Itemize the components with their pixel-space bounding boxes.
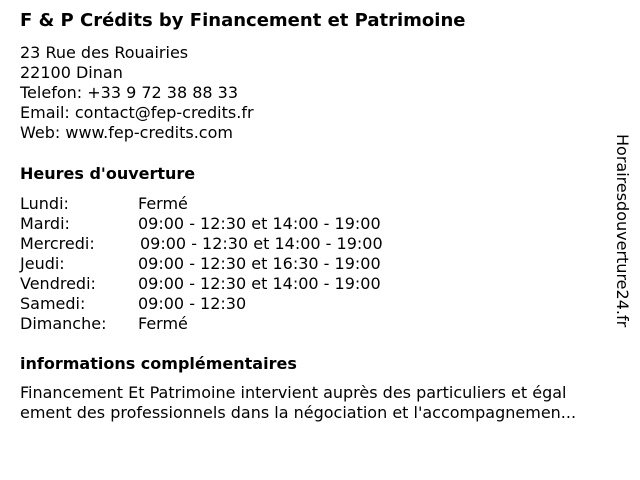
address-city: 22100 Dinan [20, 63, 123, 82]
hours-row: Jeudi: 09:00 - 12:30 et 16:30 - 19:00 [20, 254, 381, 274]
website: Web: www.fep-credits.com [20, 123, 233, 142]
hours-row: Mardi: 09:00 - 12:30 et 14:00 - 19:00 [20, 214, 381, 234]
hours-row: Vendredi: 09:00 - 12:30 et 14:00 - 19:00 [20, 274, 381, 294]
hours-heading: Heures d'ouverture [20, 164, 196, 183]
hours-row: Dimanche: Fermé [20, 314, 188, 334]
day: Vendredi: [20, 274, 96, 293]
hours-row: Samedi: 09:00 - 12:30 [20, 294, 246, 314]
description-line: ement des professionnels dans la négocia… [20, 403, 577, 422]
time: 09:00 - 12:30 [138, 294, 247, 313]
address-street: 23 Rue des Rouairies [20, 43, 189, 62]
hours-row: Mercredi: 09:00 - 12:30 et 14:00 - 19:00 [20, 234, 383, 254]
time: Fermé [138, 314, 188, 333]
time: Fermé [138, 194, 188, 213]
day: Jeudi: [20, 254, 65, 273]
page-title: F & P Crédits by Financement et Patrimoi… [20, 10, 466, 31]
time: 09:00 - 12:30 et 14:00 - 19:00 [140, 234, 383, 253]
time: 09:00 - 12:30 et 14:00 - 19:00 [138, 214, 381, 233]
day: Mercredi: [20, 234, 95, 253]
time: 09:00 - 12:30 et 14:00 - 19:00 [138, 274, 381, 293]
info-heading: informations complémentaires [20, 354, 297, 373]
watermark: Horairesdouverture24.fr [613, 134, 632, 328]
time: 09:00 - 12:30 et 16:30 - 19:00 [138, 254, 381, 273]
day: Mardi: [20, 214, 70, 233]
phone: Telefon: +33 9 72 38 88 33 [20, 83, 239, 102]
day: Lundi: [20, 194, 69, 213]
description-line: Financement Et Patrimoine intervient aup… [20, 383, 567, 402]
day: Dimanche: [20, 314, 107, 333]
hours-row: Lundi: Fermé [20, 194, 188, 214]
day: Samedi: [20, 294, 86, 313]
email: Email: contact@fep-credits.fr [20, 103, 254, 122]
